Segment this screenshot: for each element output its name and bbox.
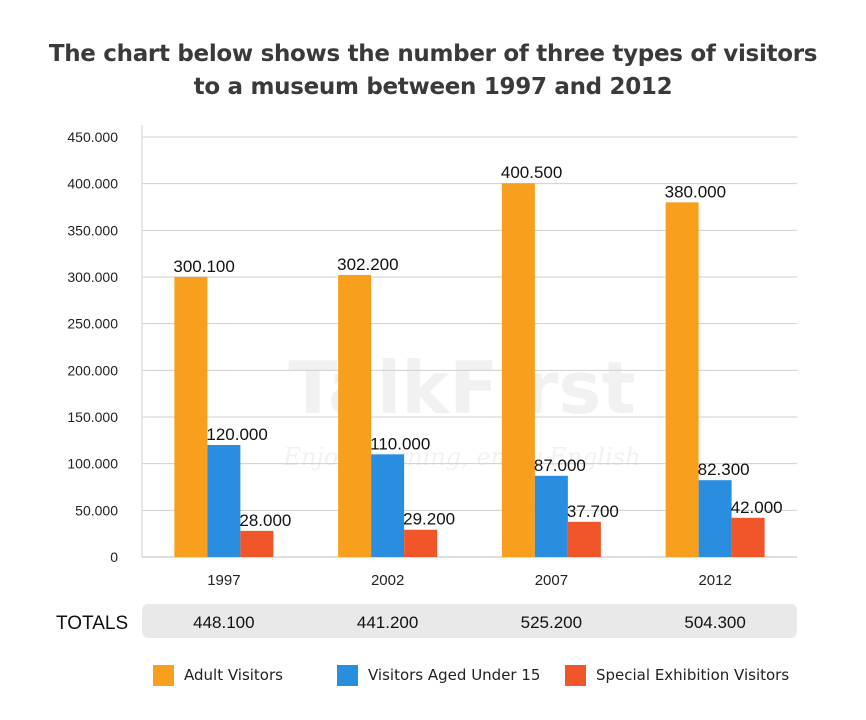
legend-item: Special Exhibition Visitors	[565, 660, 789, 690]
data-label: 28.000	[239, 511, 291, 530]
y-tick-label: 100.000	[67, 456, 118, 472]
bar	[665, 202, 699, 558]
data-label: 380.000	[665, 182, 726, 201]
legend-item: Visitors Aged Under 15	[337, 660, 540, 690]
total-value: 441.200	[356, 613, 419, 632]
data-label: 37.700	[567, 502, 619, 521]
y-tick-label: 200.000	[67, 362, 118, 378]
data-label: 87.000	[534, 456, 586, 475]
data-label: 120.000	[206, 425, 267, 444]
data-label: 29.200	[403, 510, 455, 529]
chart-title-line-1: The chart below shows the number of thre…	[48, 41, 818, 67]
bar	[534, 475, 568, 557]
bar	[698, 480, 732, 557]
bar	[731, 517, 765, 557]
y-tick-label: 0	[110, 549, 118, 565]
data-label: 42.000	[731, 498, 783, 517]
data-label: 82.300	[698, 460, 750, 479]
chart-legend: Adult Visitors Visitors Aged Under 15 Spec…	[0, 660, 866, 690]
y-tick-label: 400.000	[67, 176, 118, 192]
total-value: 504.300	[684, 613, 746, 632]
y-tick-label: 150.000	[67, 409, 118, 425]
chart-title: The chart below shows the number of thre…	[0, 38, 866, 104]
data-label: 300.100	[173, 257, 234, 276]
data-label: 400.500	[501, 163, 562, 182]
data-label: 302.200	[337, 255, 398, 274]
y-tick-label: 450.000	[67, 129, 118, 145]
legend-swatch	[565, 664, 586, 686]
x-tick-label: 2002	[371, 572, 404, 589]
y-tick-label: 300.000	[67, 269, 118, 285]
bar	[404, 529, 438, 557]
x-tick-label: 1997	[207, 572, 240, 589]
bar	[567, 521, 601, 557]
chart-title-line-2: to a museum between 1997 and 2012	[193, 74, 673, 100]
y-tick-label: 350.000	[67, 222, 118, 238]
total-value: 448.100	[193, 613, 255, 632]
totals-label: TOTALS	[56, 613, 129, 634]
x-tick-label: 2012	[698, 572, 731, 589]
totals-row-background	[142, 604, 797, 638]
bar	[371, 454, 405, 557]
data-label: 110.000	[370, 434, 430, 453]
legend-label: Special Exhibition Visitors	[596, 666, 790, 684]
bar	[501, 183, 535, 557]
bar	[338, 274, 372, 557]
legend-item: Adult Visitors	[153, 660, 283, 690]
y-tick-label: 50.000	[75, 502, 118, 518]
watermark-tagline: Enjoy learning, enjoy English	[282, 443, 640, 471]
bar	[174, 276, 208, 557]
x-tick-label: 2007	[535, 572, 568, 589]
y-tick-label: 250.000	[67, 316, 118, 332]
legend-swatch	[337, 664, 358, 686]
legend-label: Adult Visitors	[184, 666, 283, 684]
legend-swatch	[153, 664, 174, 686]
bar	[207, 445, 241, 557]
legend-label: Visitors Aged Under 15	[368, 666, 541, 684]
total-value: 525.200	[520, 613, 583, 632]
bar	[240, 530, 274, 557]
